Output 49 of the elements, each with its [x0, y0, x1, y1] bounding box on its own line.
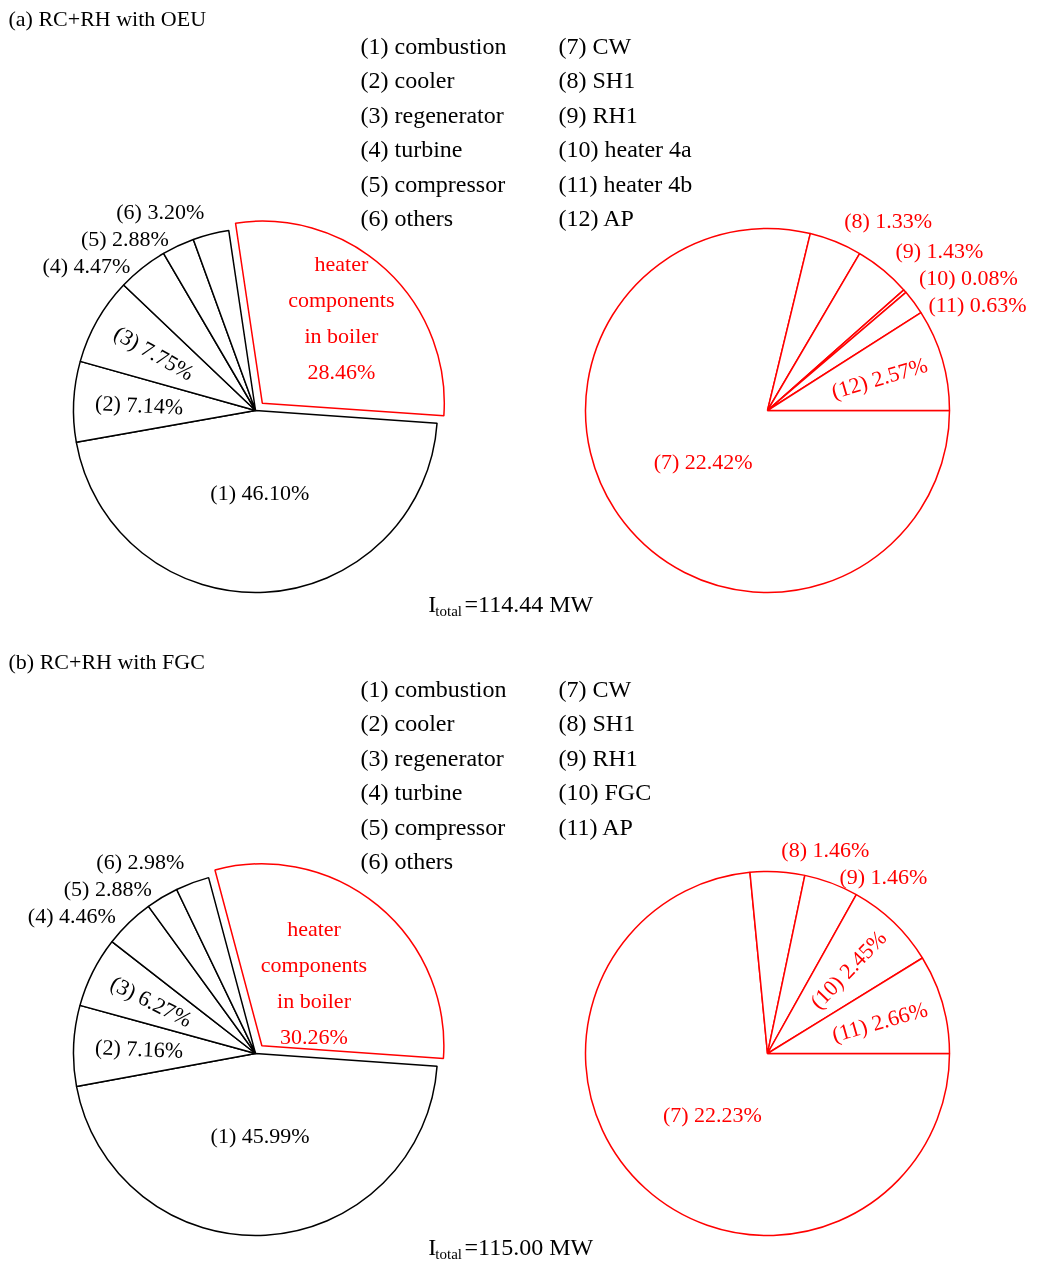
slice-label: (5) 2.88% — [80, 226, 169, 252]
text: (9) RH1 — [558, 101, 638, 128]
text: (3) regenerator — [360, 101, 504, 128]
data-label: 30.26% — [280, 1024, 348, 1050]
slice-label: (10) 0.08% — [918, 265, 1018, 291]
slice-label: (3) 6.27% — [106, 970, 197, 1033]
text: (2) cooler — [360, 67, 455, 93]
text: (1) combustion — [360, 675, 507, 702]
slice-label: (12) 2.57% — [828, 352, 931, 404]
text: (8) SH1 — [558, 710, 636, 736]
slice-label: (9) 1.46% — [839, 863, 928, 889]
text: (4) turbine — [360, 136, 463, 162]
data-label: 28.46% — [307, 359, 376, 385]
text: (3) regenerator — [360, 744, 504, 771]
slice-label: (6) 2.98% — [96, 848, 185, 874]
slice-label: (5) 2.88% — [63, 875, 152, 901]
slice-label: heater components in boiler — [260, 916, 368, 1014]
slice-label: (8) 1.46% — [781, 836, 870, 862]
slice-label: (8) 1.33% — [844, 207, 933, 233]
text: (2) cooler — [360, 710, 455, 736]
text: (10) FGC — [558, 779, 652, 805]
text: (5) compressor — [360, 170, 506, 197]
slice-label: (11) 0.63% — [928, 292, 1027, 318]
slice-label: (1) 46.10% — [210, 479, 310, 505]
text: (4) turbine — [360, 779, 463, 805]
slice-label: (4) 4.47% — [42, 253, 131, 279]
text: (9) RH1 — [558, 744, 638, 771]
slice-label: (7) 22.42% — [653, 448, 753, 474]
slice-label: (6) 3.20% — [116, 199, 205, 225]
text: (6) others — [360, 205, 454, 231]
text: (11) heater 4b — [558, 170, 693, 197]
slice-label: (9) 1.43% — [895, 238, 984, 264]
slice-label: heater components in boiler — [288, 251, 395, 349]
chart-title: (a) RC+RH with OEU — [8, 6, 207, 31]
chart-title: (b) RC+RH with FGC — [8, 649, 205, 674]
text: (11) AP — [558, 813, 633, 840]
text: (7) CW — [558, 675, 632, 702]
slice-label: (1) 45.99% — [210, 1122, 310, 1148]
slice-label: (2) 7.16% — [94, 1034, 184, 1063]
slice-label: (2) 7.14% — [94, 390, 184, 420]
slice-label: (4) 4.46% — [27, 902, 116, 928]
text: (5) compressor — [360, 813, 506, 840]
text: (1) combustion — [360, 32, 507, 59]
text: (8) SH1 — [558, 67, 636, 93]
slice-label: (7) 22.23% — [662, 1101, 762, 1127]
text: (6) others — [360, 848, 454, 874]
text: (7) CW — [558, 32, 632, 59]
text: (12) AP — [558, 205, 634, 231]
text: (10) heater 4a — [558, 136, 693, 162]
